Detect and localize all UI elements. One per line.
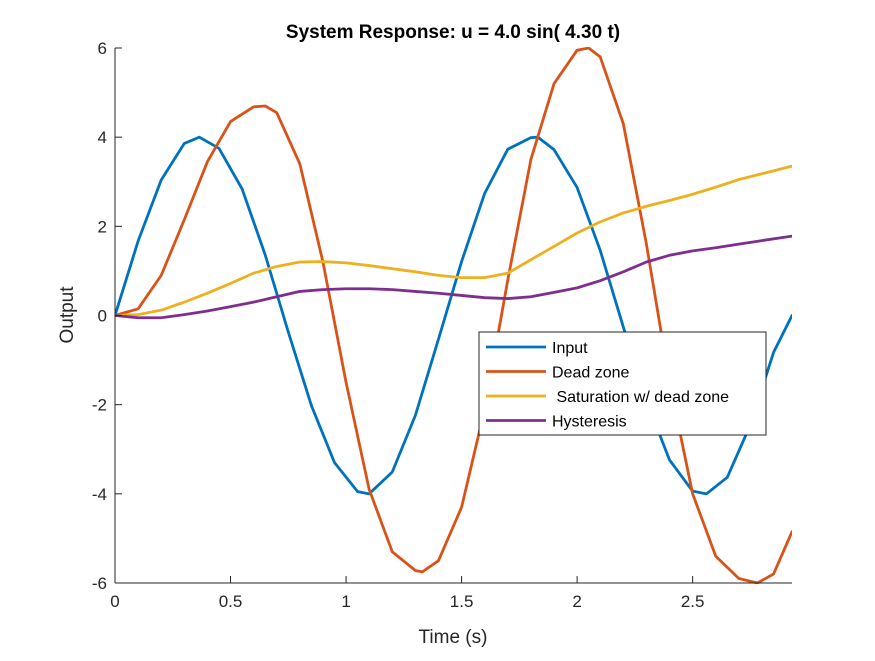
x-tick-label: 0 (110, 592, 119, 611)
legend: Input Dead zone Saturation w/ dead zone Hy… (478, 331, 767, 436)
y-tick-label: -6 (92, 574, 107, 593)
x-tick-label: 1 (341, 592, 350, 611)
x-tick-label: 2.5 (681, 592, 705, 611)
legend-label: Saturation w/ dead zone (552, 389, 729, 406)
legend-label: Dead zone (552, 365, 629, 382)
series-line-4 (115, 234, 792, 320)
legend-label: Hysteresis (552, 414, 627, 431)
series-line-3 (115, 164, 792, 317)
plot-area (115, 48, 792, 583)
y-tick-label: 2 (98, 217, 107, 236)
x-tick-label: 1.5 (450, 592, 474, 611)
series-line-2 (115, 47, 792, 584)
y-tick-label: -2 (92, 396, 107, 415)
x-tick-label: 0.5 (219, 592, 243, 611)
series-line-1 (115, 135, 792, 496)
y-axis-label: Output (57, 286, 78, 344)
y-tick-label: 4 (98, 128, 107, 147)
x-tick-label: 2 (572, 592, 581, 611)
chart-title: System Response: u = 4.0 sin( 4.30 t) (286, 22, 620, 43)
legend-label: Input (552, 340, 588, 357)
series-layer (115, 47, 792, 584)
axes-layer: 0 0.5 1 1.5 2 2.5 -6 -4 -2 0 2 4 6 (92, 39, 792, 611)
y-tick-label: 0 (98, 307, 107, 326)
y-tick-label: -4 (92, 485, 107, 504)
y-tick-label: 6 (98, 39, 107, 58)
x-axis-label: Time (s) (419, 627, 488, 648)
legend-box (478, 331, 767, 436)
